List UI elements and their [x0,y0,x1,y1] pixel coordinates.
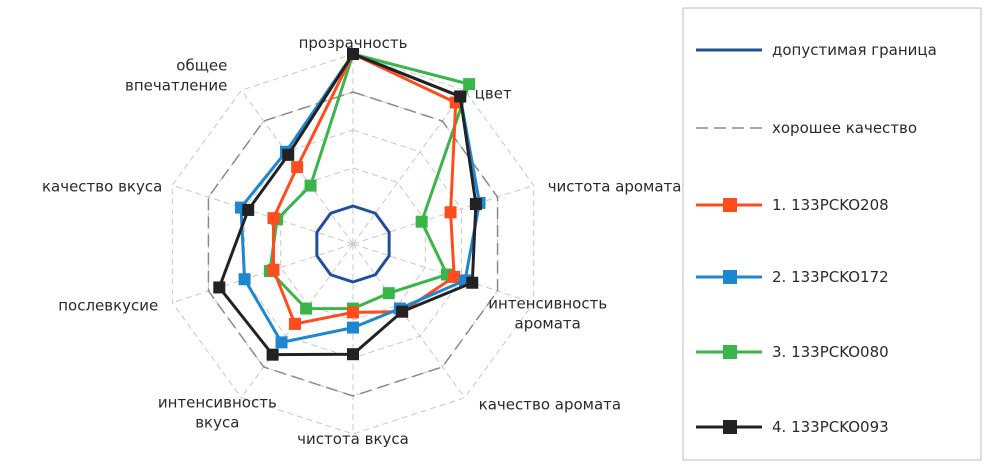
axis-label: впечатление [125,76,227,94]
axis-label: аромата [515,315,581,333]
legend-label-2: 1. 133PCKO208 [772,196,889,214]
series-2-point [288,317,301,330]
series-4-point [300,302,313,315]
series-5-point [454,90,467,103]
grid-spoke [172,243,354,304]
series-5-point [469,198,482,211]
series-2-point [347,306,359,319]
series-5-point [396,305,409,318]
legend-label-1: хорошее качество [772,119,917,137]
axis-label: цвет [475,84,512,102]
legend-label-3: 2. 133PCKO172 [772,268,889,286]
series-2-point [444,206,457,219]
legend-label-5: 4. 133PCKO093 [772,418,889,436]
series-3-point [275,336,288,349]
axis-label: качество аромата [479,396,621,414]
legend-label-0: допустимая граница [772,41,937,59]
series-5-point [213,281,226,294]
series-2-line [271,52,458,326]
axis-labels: прозрачность цвет чистота аромата интенсивн… [42,34,682,448]
series-3-point [347,321,359,334]
axis-label: чистота вкуса [297,430,409,448]
series-5-point [466,276,479,289]
grid-spoke [352,243,466,399]
series-4-point [382,287,395,300]
series-2-point [267,212,280,225]
series-5-point [347,348,359,361]
axis-label: качество вкуса [42,177,162,195]
legend-marker-3 [723,270,737,284]
series-5-point [347,48,359,60]
axis-label: интенсивность [488,295,607,313]
series-5-point [282,148,295,161]
series-2-point [291,161,304,174]
series-1-line [207,91,499,397]
series-3-point [238,273,251,286]
legend-marker-2 [723,198,737,212]
series-2-point [448,270,461,283]
axis-label: чистота аромата [548,177,682,195]
legend: допустимая граница хорошее качество 1. 133… [682,7,982,461]
grid-spoke [352,89,466,245]
series-4-point [415,215,428,228]
series-4-point [304,179,317,192]
axis-label: интенсивность [158,394,277,412]
series-4-line [268,52,471,311]
series-2-point [267,263,280,276]
grid-spoke [352,184,534,245]
series-5-point [242,203,255,216]
grid-ring-5 [171,53,535,435]
series-5-point [266,348,279,361]
radar-series [207,48,499,397]
radar-grid [171,53,535,435]
axis-label: прозрачность [299,34,408,52]
legend-label-4: 3. 133PCKO080 [772,343,889,361]
legend-marker-5 [723,420,737,434]
series-4-point [463,78,476,91]
axis-label: вкуса [195,414,239,432]
axis-label: послевкусие [58,297,158,315]
legend-marker-4 [723,345,737,359]
grid-spoke [172,184,354,245]
series-0-line [315,204,391,284]
legend-frame [682,7,982,461]
axis-label: общее [176,56,227,74]
